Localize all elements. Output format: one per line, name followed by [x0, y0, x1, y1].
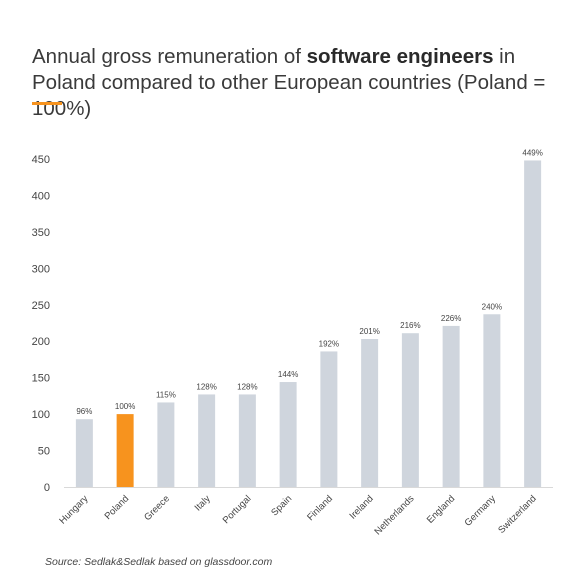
bar [198, 394, 216, 487]
title-prefix: Annual gross remuneration of [32, 45, 307, 68]
bar [361, 339, 379, 487]
y-tick-label: 50 [38, 446, 50, 458]
bar [116, 414, 134, 487]
source-note: Source: Sedlak&Sedlak based on glassdoor… [45, 556, 273, 568]
y-tick-label: 200 [32, 336, 50, 348]
y-tick-label: 150 [32, 373, 50, 385]
x-tick-label: Italy [193, 493, 213, 513]
y-tick-label: 400 [32, 190, 50, 202]
data-label: 449% [522, 148, 542, 157]
bar [279, 382, 297, 487]
x-tick-label: Switzerland [496, 493, 539, 536]
x-tick-label: Poland [103, 493, 132, 522]
data-label: 216% [400, 321, 420, 330]
y-tick-label: 250 [32, 300, 50, 312]
bar [401, 333, 419, 487]
data-label: 96% [76, 407, 92, 416]
data-label: 226% [441, 314, 461, 323]
x-tick-label: Hungary [57, 493, 90, 526]
data-label: 201% [359, 327, 379, 336]
x-tick-label: Netherlands [372, 493, 416, 537]
data-label: 192% [319, 339, 339, 348]
x-tick-label: Portugal [221, 493, 254, 526]
data-label: 240% [482, 302, 502, 311]
x-tick-label: Ireland [347, 493, 375, 521]
x-tick-label: Spain [269, 493, 294, 518]
bar [483, 314, 501, 487]
title-bold: software engineers [306, 45, 494, 68]
bar [320, 351, 338, 487]
title-accent-line [32, 102, 62, 105]
x-tick-label: England [425, 493, 457, 525]
data-label: 115% [156, 390, 176, 399]
y-tick-label: 350 [32, 227, 50, 239]
x-tick-label: Finland [305, 493, 335, 523]
data-label: 128% [196, 382, 216, 391]
bar [238, 394, 256, 487]
data-label: 144% [278, 370, 298, 379]
bar [442, 325, 460, 487]
data-label: 128% [237, 382, 257, 391]
y-tick-label: 300 [32, 263, 50, 275]
x-tick-label: Greece [142, 493, 172, 523]
title-suffix: in Poland compared to other European cou… [32, 45, 546, 120]
bar [157, 402, 175, 487]
chart-title: Annual gross remuneration of software en… [32, 44, 572, 122]
x-tick-label: Germany [463, 493, 499, 529]
y-tick-label: 100 [32, 409, 50, 421]
y-tick-label: 0 [44, 482, 50, 494]
bar [524, 160, 542, 488]
y-tick-label: 450 [32, 154, 50, 166]
bar [75, 419, 93, 487]
data-label: 100% [115, 402, 135, 411]
